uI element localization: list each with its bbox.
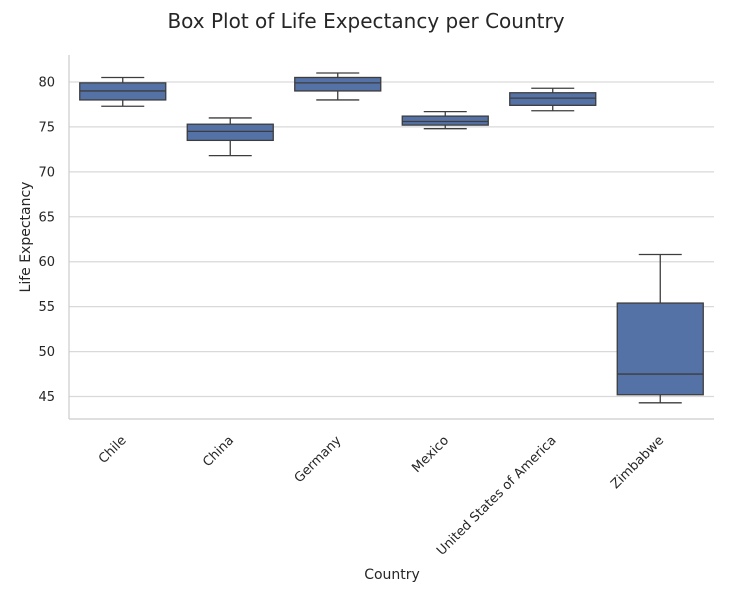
y-tick-label: 80 bbox=[38, 75, 55, 90]
box-china bbox=[186, 117, 274, 157]
x-axis-label: Country bbox=[364, 567, 420, 583]
box-mexico bbox=[401, 110, 489, 130]
x-tick-label: China bbox=[200, 433, 237, 470]
iqr-box bbox=[401, 115, 489, 126]
axis-spines bbox=[68, 55, 714, 420]
iqr-box bbox=[509, 92, 597, 106]
y-tick-label: 70 bbox=[38, 165, 55, 180]
x-tick-label: United States of America bbox=[434, 433, 559, 558]
iqr-box bbox=[294, 76, 382, 92]
box-germany bbox=[294, 72, 382, 101]
y-tick-label: 45 bbox=[38, 390, 55, 405]
y-tick-label: 75 bbox=[38, 120, 55, 135]
grid-lines bbox=[69, 81, 714, 398]
x-tick-label: Germany bbox=[292, 433, 345, 486]
y-tick-label: 65 bbox=[38, 210, 55, 225]
x-tick-label: Chile bbox=[96, 433, 130, 467]
iqr-box bbox=[186, 123, 274, 142]
y-axis-label: Life Expectancy bbox=[18, 182, 34, 293]
box-chile bbox=[79, 76, 167, 107]
box-zimbabwe bbox=[616, 253, 704, 404]
y-tick-label: 50 bbox=[38, 345, 55, 360]
iqr-box bbox=[616, 302, 704, 396]
chart-title: Box Plot of Life Expectancy per Country bbox=[167, 9, 564, 33]
x-tick-label: Mexico bbox=[409, 433, 452, 476]
y-tick-label: 55 bbox=[38, 300, 55, 315]
x-tick-label: Zimbabwe bbox=[608, 433, 667, 492]
y-tick-label: 60 bbox=[38, 255, 55, 270]
y-tick-labels: 45 50 55 60 65 70 75 80 bbox=[38, 75, 55, 405]
boxes bbox=[79, 72, 704, 404]
box-united-states-of-america bbox=[509, 87, 597, 112]
